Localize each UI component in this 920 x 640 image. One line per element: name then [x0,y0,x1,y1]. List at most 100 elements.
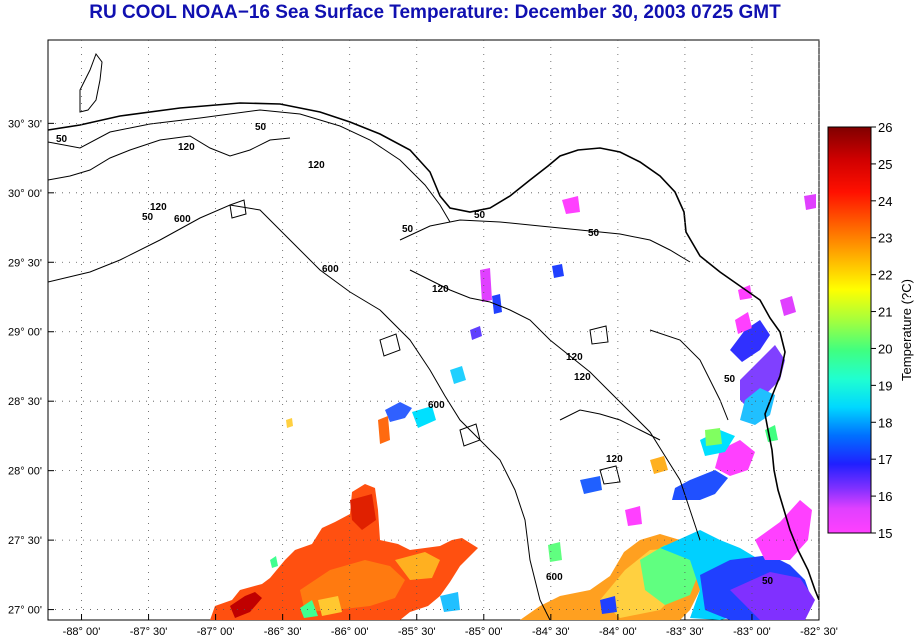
sst-patch-coast-magenta-2 [735,312,752,334]
y-tick-label: 30° 30' [8,118,42,130]
contour-label: 50 [762,576,774,587]
sst-patch-offshore-7 [492,294,502,314]
contour-label: 50 [142,212,154,223]
x-tick-label: -86° 30' [264,626,302,638]
sst-patch-offshore-18 [270,556,278,568]
colorbar-tick-label: 18 [878,415,892,430]
contour-50-north [48,109,451,223]
sst-patch-green [300,600,318,618]
y-tick-label: 28° 30' [8,396,42,408]
contour-label: 50 [255,122,267,133]
sst-patch-offshore-13 [580,476,602,494]
colorbar-tick-labels: 26 25 24 23 22 21 20 19 18 17 16 15 [871,120,892,541]
map-frame [47,39,820,621]
sst-patch-offshore-16 [440,592,460,612]
x-tick-label: -88° 00' [63,626,101,638]
x-tick-label: -87° 00' [197,626,235,638]
colorbar-gradient [827,126,872,534]
sst-patch-se-magenta [755,500,812,560]
contour-50-apalachee [399,219,691,263]
x-tick-label: -84° 30' [532,626,570,638]
x-tick-label: -84° 00' [599,626,637,638]
sst-patch-se-purple [730,572,815,620]
sst-patch-offshore-17 [286,418,293,428]
contour-label: 120 [308,160,325,171]
colorbar-tick-label: 19 [878,378,892,393]
colorbar-tick-label: 23 [878,231,892,246]
contour-label: 50 [402,224,414,235]
colorbar-tick-label: 24 [878,194,892,209]
colorbar: 26 25 24 23 22 21 20 19 18 17 16 15 Temperature (?C… [827,120,914,541]
colorbar-tick-label: 25 [878,157,892,172]
colorbar-tick-label: 22 [878,268,892,283]
colorbar-tick-label: 20 [878,341,892,356]
x-tick-label: -83° 00' [733,626,771,638]
x-tick-label: -85° 00' [465,626,503,638]
sst-patch-warm-southwest [210,484,478,620]
sst-patch-coast-purple [740,345,785,410]
contour-layer [48,52,819,620]
colorbar-tick-label: 21 [878,305,892,320]
sst-patch-offshore-11 [625,506,642,526]
sst-patch-coast-magenta-3 [780,296,796,316]
colorbar-tick-label: 17 [878,452,892,467]
colorbar-title: Temperature (?C) [899,279,914,381]
contour-islet-1 [229,199,247,219]
contour-label: 600 [322,264,339,275]
sst-data-layer [210,194,816,620]
contour-label: 50 [474,210,486,221]
contour-label: 120 [432,284,449,295]
sst-patch-offshore-9 [562,196,580,214]
coastline [48,102,819,601]
x-tick-label: -86° 00' [331,626,369,638]
sst-patch-coast-blue [672,470,728,500]
sst-patch-offshore-6 [480,268,492,302]
sst-patch-se-green [640,545,700,605]
y-tick-label: 29° 00' [8,327,42,339]
contour-120-north [48,135,291,181]
contour-label: 50 [588,228,600,239]
contour-islet-5 [599,465,621,485]
y-tick-label: 29° 30' [8,257,42,269]
x-tick-label: -83° 30' [666,626,704,638]
contour-label: 600 [174,214,191,225]
sst-patch-offshore-12 [548,542,562,562]
sst-patch-offshore-8 [552,264,564,278]
sst-patch-offshore-5 [470,326,482,340]
sst-patch-coast-magenta-4 [738,285,752,300]
contour-label: 120 [574,372,591,383]
x-tick-label: -85° 30' [398,626,436,638]
contour-600-main [48,204,551,620]
contour-islet-2 [379,333,401,357]
y-tick-label: 30° 00' [8,188,42,200]
x-tick-labels: -88° 00' -87° 30' -87° 00' -86° 30' -86° 00'… [63,626,838,638]
contour-label: 120 [606,454,623,465]
sst-patch-offshore-10 [804,194,816,210]
colorbar-tick-label: 15 [878,526,892,541]
y-tick-label: 28° 00' [8,466,42,478]
y-tick-label: 27° 00' [8,605,42,617]
sst-patch-coast-blue-2 [730,320,770,362]
contour-label: 120 [566,352,583,363]
sst-patch-offshore-15 [600,596,617,614]
sst-patch-offshore-1 [385,402,412,422]
contour-120-islands [559,409,661,441]
contour-label: 120 [150,202,167,213]
sst-patch-offshore-2 [378,416,390,444]
sst-patch-offshore-14 [650,456,668,474]
sst-patch-coast-green [705,428,722,446]
contour-islet-3 [459,423,481,447]
sst-patch-offshore-4 [450,366,466,384]
contour-120-mid [409,269,701,541]
coastline-mobile-bay [79,52,103,113]
contour-islet-4 [589,325,609,345]
contour-50-mid [649,329,729,421]
contour-label: 50 [56,134,68,145]
y-tick-labels: 30° 30' 30° 00' 29° 30' 29° 00' 28° 30' 28° 0… [8,118,42,616]
sst-patch-red-core [230,592,262,618]
contour-labels: 50 50 120 120 50 600 120 50 50 50 600 12… [56,122,774,587]
y-tick-label: 27° 30' [8,535,42,547]
colorbar-tick-label: 26 [878,120,892,135]
contour-label: 50 [724,374,736,385]
